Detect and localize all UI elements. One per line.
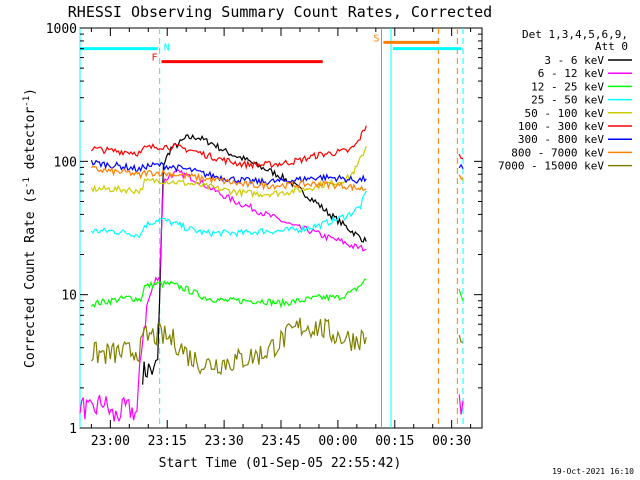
legend-item-label: 12 - 25 keV xyxy=(531,80,604,93)
series-line xyxy=(90,278,367,310)
series-line xyxy=(79,169,367,423)
x-tick-label: 23:45 xyxy=(261,434,300,449)
x-tick-label: 23:15 xyxy=(148,434,187,449)
y-axis: 1 10 100 1000 xyxy=(46,22,482,437)
chart-title: RHESSI Observing Summary Count Rates, Co… xyxy=(68,3,492,21)
legend-header-line-2: Att 0 xyxy=(595,40,628,53)
series-line xyxy=(458,394,464,415)
x-axis: 23:00 23:15 23:30 23:45 00:00 00:15 00:30 xyxy=(91,28,471,449)
legend-item-label: 300 - 800 keV xyxy=(518,133,604,146)
y-tick-label: 1 xyxy=(69,422,77,437)
y-tick-label: 1000 xyxy=(46,22,77,37)
legend-item-label: 7000 - 15000 keV xyxy=(498,160,604,173)
legend-item-label: 50 - 100 keV xyxy=(525,107,605,120)
annotation-label: S xyxy=(373,33,379,44)
series-line xyxy=(458,163,464,169)
plot-frame xyxy=(79,27,483,429)
series-line xyxy=(90,165,367,192)
x-tick-label: 23:00 xyxy=(91,434,130,449)
legend-item-label: 3 - 6 keV xyxy=(544,54,604,67)
x-tick-label: 00:00 xyxy=(318,434,357,449)
plot-area: NF S xyxy=(79,27,483,429)
annotation-label: N xyxy=(164,43,170,54)
legend-item-label: 800 - 7000 keV xyxy=(511,146,604,159)
x-axis-label: Start Time (01-Sep-05 22:55:42) xyxy=(159,456,402,471)
series-line xyxy=(90,125,367,170)
y-axis-label: Corrected Count Rate (s-1 detector-1) xyxy=(22,88,38,368)
y-tick-label: 100 xyxy=(54,155,77,170)
timestamp: 19-Oct-2021 16:10 xyxy=(552,467,634,476)
legend-item-label: 100 - 300 keV xyxy=(518,120,604,133)
series-line xyxy=(90,159,367,187)
series-line xyxy=(458,174,464,179)
annotation-label: F xyxy=(152,53,158,64)
series-line xyxy=(90,190,367,239)
legend-header-line-1: Det 1,3,4,5,6,9, xyxy=(522,28,628,41)
series-line xyxy=(458,153,464,160)
y-tick-label: 10 xyxy=(61,289,77,304)
x-tick-label: 23:30 xyxy=(205,434,244,449)
series-line xyxy=(458,334,463,343)
legend-item-label: 6 - 12 keV xyxy=(538,67,605,80)
series-line xyxy=(142,133,367,385)
x-tick-label: 00:15 xyxy=(375,434,414,449)
legend-item-label: 25 - 50 keV xyxy=(531,94,604,107)
series-line xyxy=(458,288,464,302)
x-tick-label: 00:30 xyxy=(432,434,471,449)
series-line xyxy=(90,317,367,376)
series-line xyxy=(90,145,367,199)
